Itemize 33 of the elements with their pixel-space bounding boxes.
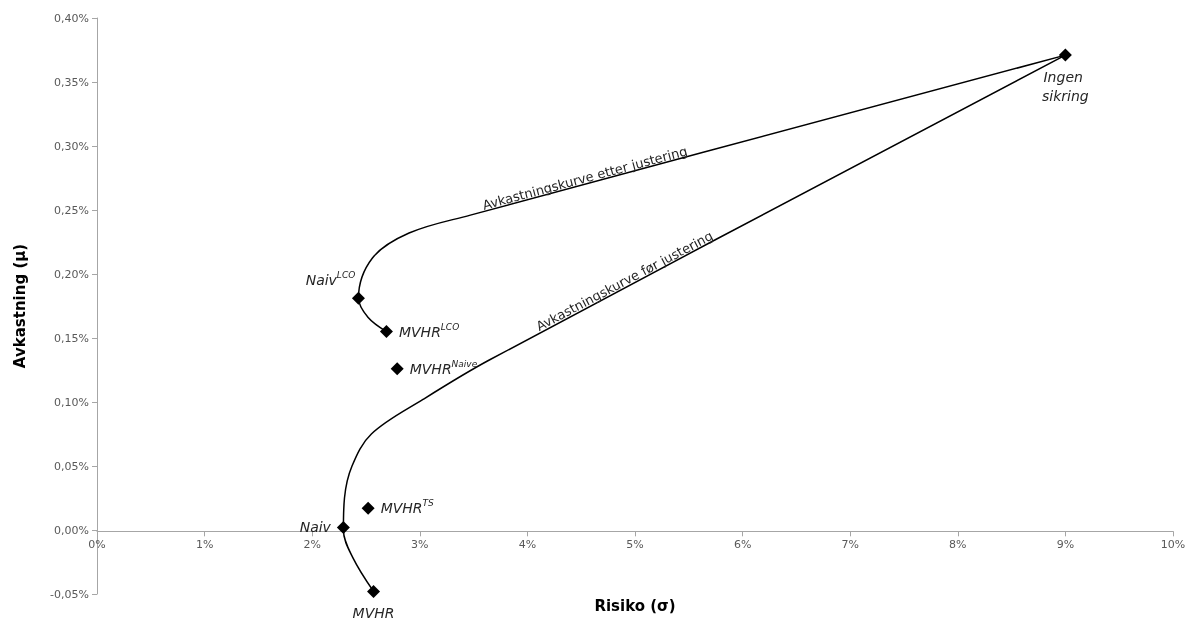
point — [361, 501, 375, 515]
x-tick-label: 3% — [411, 538, 429, 552]
y-tick-label: -0,05% — [50, 587, 89, 601]
series-label: Naiv — [299, 519, 332, 536]
x-tick-label: 6% — [733, 538, 752, 552]
series-label: Ingen sikring — [1042, 69, 1089, 105]
point — [379, 325, 393, 339]
y-tick-label: 0,20% — [54, 267, 89, 281]
point — [1058, 48, 1072, 62]
y-tick-label: 0,05% — [54, 459, 89, 473]
x-tick-label: 7% — [841, 538, 859, 552]
y-tick-label: 0,25% — [54, 203, 89, 217]
x-tick-label: 5% — [626, 538, 644, 552]
x-tick-label: 1% — [195, 538, 214, 552]
point — [336, 520, 350, 534]
x-tick-label: 2% — [303, 538, 321, 552]
y-axis-title: Avkastning (μ) — [10, 243, 29, 369]
x-tick-label: 4% — [518, 538, 537, 552]
point — [367, 584, 381, 598]
y-tick-label: 0,40% — [54, 11, 89, 25]
y-tick-label: 0,30% — [54, 139, 89, 153]
x-tick-label: 10% — [1160, 538, 1186, 552]
point — [390, 362, 404, 376]
y-tick-label: 0,00% — [54, 523, 89, 537]
y-tick-label: 0,35% — [54, 75, 89, 89]
point — [351, 291, 365, 305]
y-tick-label: 0,10% — [54, 395, 89, 409]
y-tick-label: 0,15% — [54, 331, 89, 345]
x-tick-label: 9% — [1056, 538, 1075, 552]
x-tick-label: 8% — [949, 538, 967, 552]
x-tick-label: 0% — [88, 538, 106, 552]
series-label: MVHR — [352, 605, 395, 622]
x-axis-title: Risiko (σ) — [594, 597, 676, 615]
